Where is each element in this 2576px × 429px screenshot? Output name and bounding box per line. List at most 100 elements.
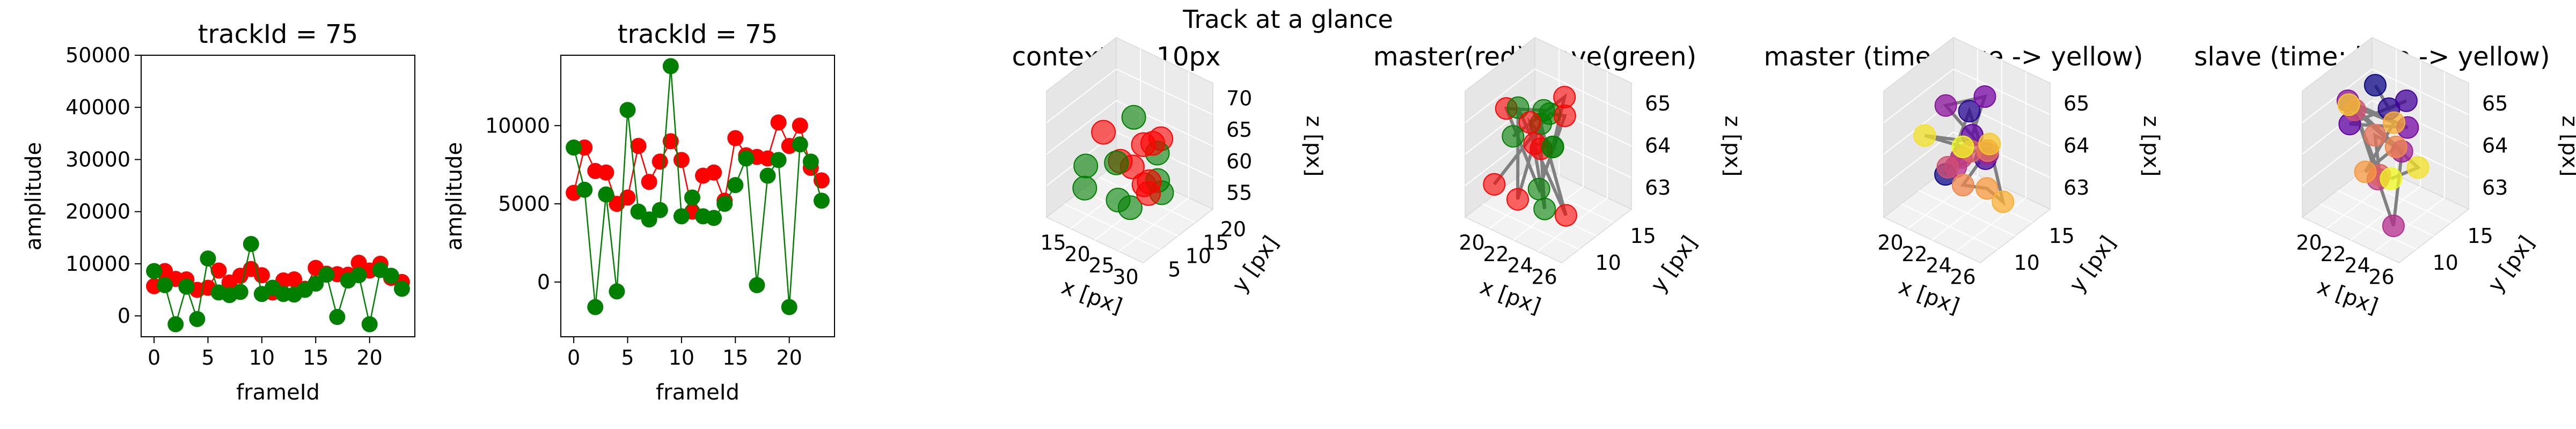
scatter-point [2384, 136, 2407, 158]
series-1-point [286, 271, 303, 288]
z-tick-label: 63 [2063, 176, 2089, 199]
figure-suptitle: Track at a glance [1182, 5, 1393, 34]
z-axis-label: z [px] [1720, 116, 1745, 177]
x-tick-label: 30 [1113, 265, 1138, 289]
z-tick-label: 64 [2063, 134, 2089, 158]
series-2-point [189, 310, 206, 327]
series-2-point [329, 309, 346, 326]
series-1-point [727, 130, 744, 146]
series-2-point [200, 250, 216, 267]
panel-2-plot [566, 58, 830, 315]
series-2-point [619, 102, 636, 119]
panel-5-3d: master (time: blue -> yellow)20222426101… [1764, 36, 2163, 319]
grid-line [1118, 71, 1189, 252]
y-tick-label: 15 [2049, 224, 2075, 248]
grid-line [2337, 190, 2434, 236]
scatter-point [1483, 173, 1506, 196]
scatter-point [2383, 111, 2405, 134]
x-tick-label: 15 [722, 346, 748, 369]
series-2-point [178, 278, 195, 295]
x-tick-label: 20 [356, 346, 382, 369]
scatter-point [2354, 160, 2377, 183]
scatter-point [1136, 181, 1161, 206]
scatter-point [2363, 124, 2387, 147]
scatter-point [1506, 96, 1529, 119]
z-tick-label: 70 [1226, 86, 1252, 110]
y-tick-label: 10 [2433, 251, 2458, 275]
y-tick-label: 20000 [65, 200, 130, 224]
series-2-point [232, 284, 248, 300]
x-tick-label: 20 [2296, 231, 2322, 255]
series-2-point [350, 267, 367, 284]
y-tick-label: 5 [1168, 258, 1181, 282]
x-tick-label: 15 [1040, 231, 1066, 255]
series-2-point [792, 136, 808, 153]
panel-2-title: trackId = 75 [618, 19, 778, 49]
panel-1: trackId = 75 0 5 10 15 20 0 10000 20000 30000 400… [21, 19, 415, 405]
z-axis-label: z [px] [2139, 116, 2163, 177]
x-tick-label: 22 [2320, 242, 2346, 266]
y-tick-label: 0 [118, 304, 130, 328]
grid-line [1931, 60, 2002, 241]
scatter-point [1951, 135, 1974, 158]
x-tick-label: 20 [776, 346, 802, 369]
scatter-point [1554, 204, 1577, 227]
x-tick-label: 5 [201, 346, 214, 369]
panel-2-xlabel: frameId [656, 380, 740, 405]
scatter-point [1975, 177, 1999, 200]
scatter-point [1951, 174, 1974, 197]
series-2-point [598, 186, 614, 203]
series-2-point [587, 299, 604, 315]
scatter-point [1091, 120, 1116, 145]
scatter-point [2363, 73, 2387, 97]
series-2-point [308, 275, 324, 292]
x-tick-label: 10 [249, 346, 275, 369]
x-tick-label: 20 [1064, 242, 1090, 266]
z-tick-label: 55 [1226, 181, 1252, 205]
x-tick-label: 20 [1459, 231, 1484, 255]
scatter-point [2337, 93, 2360, 116]
grid-line [1513, 60, 1584, 241]
scatter-point [1992, 190, 2015, 213]
grid-line [2302, 68, 2469, 123]
scatter-point [1978, 132, 2001, 156]
series-2-point [781, 299, 797, 315]
y-tick-label: 15 [1630, 224, 1656, 248]
series-2-point [641, 211, 657, 228]
scatter-point [1502, 125, 1525, 148]
panel-3-3d: context +- 10px15202530510152055606570x … [1012, 36, 1326, 319]
z-tick-label: 63 [1645, 176, 1671, 199]
scatter-point [1523, 132, 1546, 155]
grid-line [1046, 131, 1213, 187]
scatter-point [1553, 86, 1576, 109]
x-tick-label: 24 [2344, 254, 2370, 277]
x-tick-label: 26 [2368, 265, 2394, 289]
series-1-point [630, 138, 647, 154]
y-tick-label: 0 [537, 270, 550, 294]
series-2-point [383, 268, 399, 284]
series-2-point [157, 277, 173, 293]
grid-line [1046, 100, 1213, 155]
grid-line [2302, 100, 2469, 155]
series-2-point [146, 263, 163, 279]
series-2-point [167, 316, 184, 332]
y-tick-label: 10000 [65, 252, 130, 276]
z-tick-label: 64 [2482, 134, 2508, 158]
y-tick-label: 30000 [65, 147, 130, 171]
scatter-point [1958, 100, 1981, 123]
x-tick-label: 0 [567, 346, 580, 369]
series-2-point [662, 58, 679, 75]
grid-line [2350, 60, 2421, 241]
series-1-point [598, 164, 614, 181]
y-tick-label: 50000 [65, 43, 130, 67]
y-tick-label: 5000 [498, 192, 550, 216]
panel-6-3d: slave (time: blue -> yellow)202224261015… [2194, 36, 2576, 319]
series-2-point [652, 202, 668, 218]
panel-2-axes-frame [560, 55, 835, 337]
series-2-point [759, 167, 776, 184]
x-tick-label: 5 [621, 346, 634, 369]
grid-line [1465, 100, 1632, 155]
z-tick-label: 64 [1645, 134, 1671, 158]
panel-1-plot [146, 235, 410, 332]
